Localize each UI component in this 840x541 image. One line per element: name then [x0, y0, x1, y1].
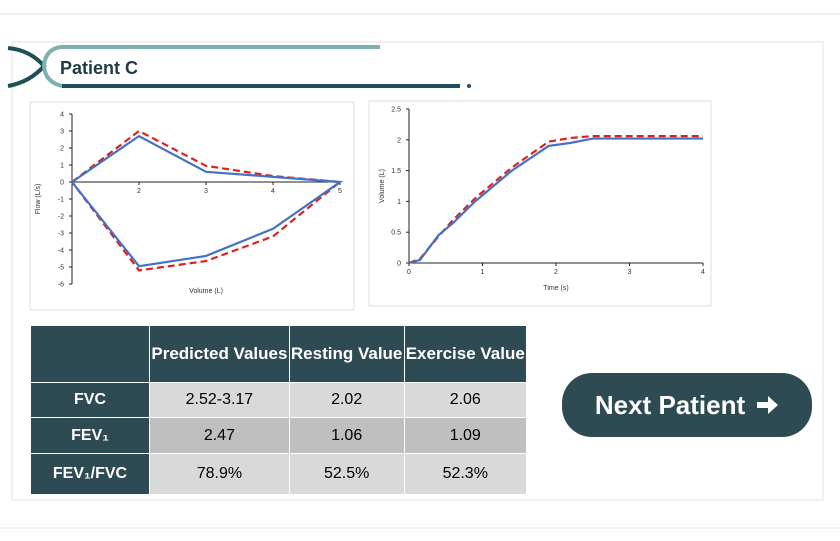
y-tick-label: 0 — [397, 261, 401, 268]
y-tick-label: 3 — [60, 129, 64, 136]
row-label: FEV₁ — [30, 417, 150, 454]
y-tick-label: 0 — [60, 180, 64, 187]
series-line — [71, 134, 344, 268]
x-tick-label: 4 — [271, 188, 275, 195]
corner-cell — [30, 325, 150, 383]
cell: 2.02 — [288, 382, 405, 418]
x-tick-label: 1 — [481, 269, 485, 276]
y-tick-label: -6 — [58, 282, 64, 289]
row: FEV₁/FVC 78.9% 52.5% 52.3% — [30, 453, 528, 495]
y-tick-label: 2 — [60, 146, 64, 153]
column-header: Resting Value — [288, 325, 405, 383]
cell: 78.9% — [149, 453, 290, 495]
cell: 2.52-3.17 — [149, 382, 290, 418]
x-tick-label: 3 — [204, 188, 208, 195]
header-dot — [467, 84, 471, 88]
content-frame — [11, 41, 824, 501]
y-tick-label: -1 — [58, 197, 64, 204]
y-tick-label: 2.5 — [391, 107, 401, 114]
header-ornament — [7, 46, 47, 88]
cell: 1.09 — [403, 417, 528, 454]
x-tick-label: 2 — [137, 188, 141, 195]
column-header: Predicted Values — [149, 325, 290, 383]
x-tick-label: 2 — [554, 269, 558, 276]
x-tick-label: 4 — [701, 269, 705, 276]
row: FEV₁ 2.47 1.06 1.09 — [30, 417, 528, 454]
x-axis-title: Volume (L) — [189, 288, 223, 295]
row-label: FEV₁/FVC — [30, 453, 150, 495]
button-label[interactable]: Next Patient — [594, 389, 746, 420]
chart-frame — [368, 100, 712, 307]
results-table: Predicted Values Resting Value Exercise … — [30, 325, 528, 495]
y-tick-label: 1.5 — [391, 168, 401, 175]
y-tick-label: 1 — [60, 163, 64, 170]
y-tick-label: -3 — [58, 231, 64, 238]
y-axis-title: Flow (L/s) — [35, 184, 42, 215]
chart-frame — [29, 101, 355, 311]
row: FVC 2.52-3.17 2.02 2.06 — [30, 382, 528, 418]
cell: 2.06 — [403, 382, 528, 418]
column-header: Exercise Value — [403, 325, 528, 383]
x-tick-label: 3 — [628, 269, 632, 276]
arrow-icon[interactable] — [755, 394, 779, 416]
y-tick-label: 0.5 — [391, 230, 401, 237]
y-axis-title: Volume (L) — [379, 169, 386, 203]
x-axis-title: Time (s) — [543, 285, 568, 292]
x-tick-label: 0 — [407, 269, 411, 276]
header-row: Predicted Values Resting Value Exercise … — [30, 325, 528, 383]
series-line — [408, 137, 703, 265]
next-patient-button[interactable]: Next Patient — [562, 373, 812, 437]
x-tick-label: 5 — [338, 188, 342, 195]
series-line — [71, 129, 343, 272]
cell: 1.06 — [288, 417, 405, 454]
header-ornament — [41, 45, 63, 88]
cell: 2.47 — [149, 417, 290, 454]
y-tick-label: -5 — [58, 265, 64, 272]
row-label: FVC — [30, 382, 150, 418]
cell: 52.5% — [288, 453, 405, 495]
y-tick-label: 4 — [60, 112, 64, 119]
y-tick-label: 1 — [397, 199, 401, 206]
cell: 52.3% — [403, 453, 528, 495]
patient-title: Patient C — [60, 58, 138, 78]
y-tick-label: -4 — [58, 248, 64, 255]
y-tick-label: -2 — [58, 214, 64, 221]
y-tick-label: 2 — [397, 137, 401, 144]
